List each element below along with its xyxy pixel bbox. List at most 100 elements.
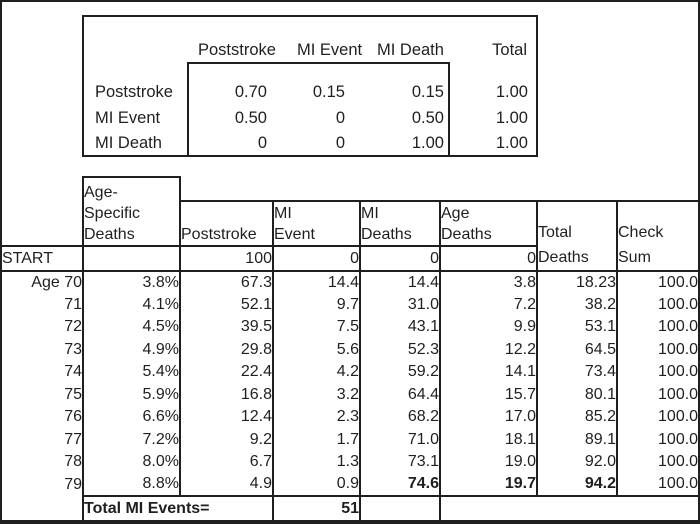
age-label: 71 (2, 293, 84, 316)
check-sum-value: 100.0 (617, 473, 698, 497)
total-deaths-value: 92.0 (537, 451, 618, 474)
matrix-row-poststroke: Poststroke 0.70 0.15 0.15 1.00 (84, 80, 536, 106)
matrix-row-label: MI Death (95, 134, 162, 152)
age-label: 78 (2, 451, 84, 474)
total-deaths-value: 53.1 (537, 316, 618, 339)
start-mi-deaths: 0 (360, 246, 441, 272)
age-label: 74 (2, 361, 84, 384)
col-header-age-deaths: Age Deaths (440, 200, 538, 247)
age-deaths-value: 12.2 (440, 338, 538, 361)
age-label: 75 (2, 383, 84, 406)
table-row: 74 5.4% 22.4 4.2 59.2 14.1 73.4 100.0 (2, 361, 698, 384)
age-deaths-value: 18.1 (440, 428, 538, 451)
header-line: Age- (84, 184, 118, 201)
mi-deaths-value: 74.6 (360, 473, 441, 497)
table-row: 75 5.9% 16.8 3.2 64.4 15.7 80.1 100.0 (2, 383, 699, 406)
mi-deaths-value: 73.1 (360, 451, 441, 474)
matrix-cell: 0.15 (411, 83, 444, 101)
poststroke-value: 52.1 (180, 293, 274, 316)
matrix-row-label: Poststroke (95, 83, 173, 101)
poststroke-value: 16.8 (180, 383, 274, 406)
age-deaths-value: 14.1 (440, 361, 538, 384)
poststroke-value: 4.9 (180, 473, 274, 497)
mi-deaths-value: 68.2 (360, 406, 441, 429)
check-sum-value: 100.0 (658, 363, 699, 381)
poststroke-value: 67.3 (180, 271, 274, 294)
header-row-lower: Poststroke MI Event MI Deaths Age Deaths… (2, 200, 698, 272)
col-header-age-specific-deaths: Age- Specific Deaths (82, 176, 181, 247)
col-header-total-deaths: Total Deaths (537, 200, 618, 272)
mi-deaths-value: 43.1 (360, 316, 441, 339)
empty-cell (2, 496, 84, 522)
header-line: Total (538, 224, 572, 241)
age-deaths-value: 17.0 (440, 406, 538, 429)
header-line: Event (274, 226, 315, 243)
header-line: Sum (618, 249, 651, 266)
total-deaths-value: 85.2 (537, 406, 618, 429)
total-deaths-value: 38.2 (537, 293, 618, 316)
table-row: 78 8.0% 6.7 1.3 73.1 19.0 92.0 100.0 (2, 451, 698, 474)
age-specific-pct: 4.5% (83, 316, 181, 339)
age-specific-pct: 5.9% (83, 383, 181, 406)
total-deaths-value: 18.23 (537, 271, 618, 294)
age-label: 77 (2, 428, 84, 451)
header-line: MI (361, 205, 379, 222)
matrix-cell: 0 (335, 108, 345, 127)
mi-deaths-value: 14.4 (360, 271, 441, 294)
table-row: 79 8.8% 4.9 0.9 74.6 19.7 94.2 100.0 (2, 473, 698, 497)
check-sum-value: 100.0 (658, 453, 699, 471)
age-deaths-value: 7.2 (440, 293, 538, 316)
matrix-row-total: 1.00 (495, 108, 528, 127)
age-deaths-value: 19.0 (440, 451, 538, 474)
poststroke-value: 39.5 (180, 316, 274, 339)
poststroke-value: 6.7 (180, 451, 274, 474)
start-label: START (2, 246, 84, 272)
mi-event-value: 14.4 (273, 271, 361, 294)
check-sum-value: 100.0 (658, 318, 699, 336)
check-sum-value: 100.0 (658, 430, 699, 448)
matrix-cell: 0.50 (411, 108, 444, 127)
matrix-cell: 0 (257, 134, 267, 152)
header-line: Age (441, 205, 470, 222)
check-sum-value: 100.0 (658, 385, 699, 403)
mi-deaths-value: 71.0 (360, 428, 441, 451)
poststroke-value: 29.8 (180, 338, 274, 361)
matrix-cell: 0.70 (234, 83, 267, 101)
total-deaths-value: 80.1 (537, 383, 618, 406)
col-header-check-sum: Check Sum (617, 200, 698, 272)
col-header-mi-deaths: MI Deaths (360, 200, 441, 247)
total-mi-events-label: Total MI Events= (83, 496, 274, 522)
empty-cell (440, 496, 698, 522)
table-row: 76 6.6% 12.4 2.3 68.2 17.0 85.2 100.0 (2, 406, 698, 429)
matrix-cell: 0 (335, 134, 345, 152)
mi-event-value: 9.7 (273, 293, 361, 316)
table-row: 77 7.2% 9.2 1.7 71.0 18.1 89.1 100.0 (2, 428, 699, 451)
header-row-upper: Age- Specific Deaths (2, 176, 698, 247)
cohort-simulation-table: Age- Specific Deaths Poststroke MI Event… (2, 176, 698, 522)
age-specific-pct: 8.8% (83, 473, 181, 497)
check-sum-value: 100.0 (658, 340, 699, 358)
poststroke-value: 22.4 (180, 361, 274, 384)
mi-event-value: 3.2 (273, 383, 361, 406)
total-mi-events-value: 51 (273, 496, 361, 522)
table-row: 73 4.9% 29.8 5.6 52.3 12.2 64.5 100.0 (2, 338, 699, 361)
matrix-col-header-poststroke: Poststroke (198, 41, 276, 59)
start-row: START 100 0 0 0 (2, 246, 698, 272)
age-specific-pct: 4.1% (83, 293, 181, 316)
check-sum-value: 100.0 (658, 295, 699, 313)
total-deaths-value: 73.4 (537, 361, 618, 384)
header-line: MI (274, 205, 292, 222)
age-specific-pct: 8.0% (83, 451, 181, 474)
mi-event-value: 2.3 (273, 406, 361, 429)
matrix-cell: 0.15 (312, 83, 345, 101)
age-deaths-value: 15.7 (440, 383, 538, 406)
poststroke-value: 9.2 (180, 428, 274, 451)
mi-deaths-value: 64.4 (360, 383, 441, 406)
table-row: 71 4.1% 52.1 9.7 31.0 7.2 38.2 100.0 (2, 293, 699, 316)
matrix-cell: 0.50 (234, 108, 267, 127)
age-label: 72 (2, 316, 84, 339)
col-header-poststroke: Poststroke (180, 200, 274, 247)
spacer-cell (2, 177, 83, 201)
age-deaths-value: 19.7 (440, 473, 538, 497)
mi-event-value: 1.3 (273, 451, 361, 474)
